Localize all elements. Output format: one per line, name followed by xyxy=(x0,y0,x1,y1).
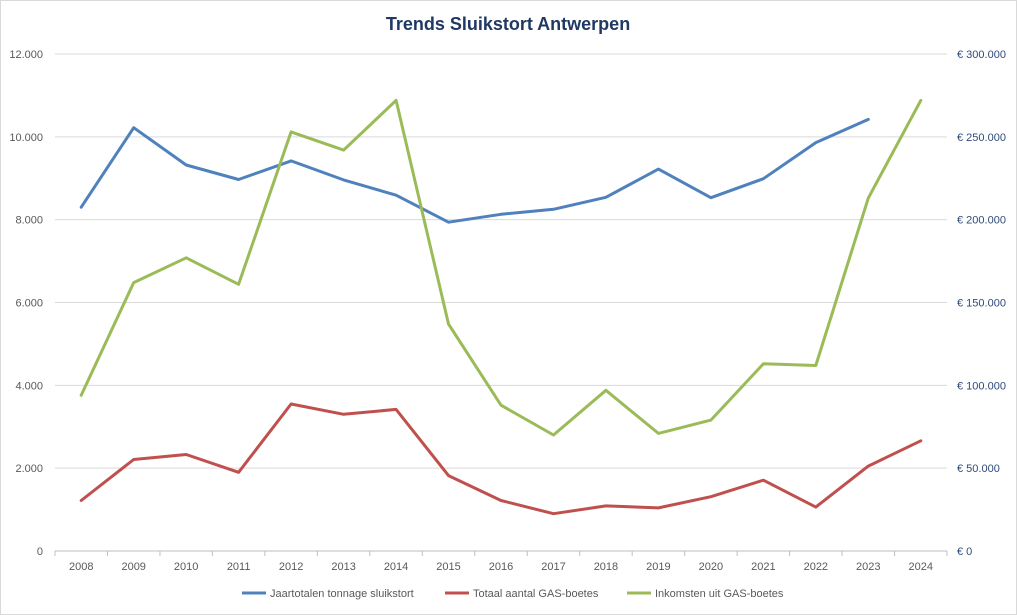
data-point xyxy=(552,208,555,211)
x-tick-label: 2012 xyxy=(279,561,303,573)
data-point xyxy=(657,432,660,435)
data-point xyxy=(814,364,818,367)
y-left-tick-label: 12.000 xyxy=(9,49,43,61)
data-point xyxy=(132,281,135,284)
x-tick-label: 2017 xyxy=(541,561,565,573)
data-point xyxy=(499,499,503,502)
y-right-tick-label: € 0 xyxy=(957,546,972,558)
data-point xyxy=(762,362,765,365)
x-tick-label: 2020 xyxy=(699,561,723,573)
x-tick-label: 2015 xyxy=(436,561,460,573)
data-point xyxy=(709,196,713,199)
data-point xyxy=(342,413,345,416)
chart-title: Trends Sluikstort Antwerpen xyxy=(386,14,630,34)
y-left-tick-label: 10.000 xyxy=(9,132,43,144)
x-tick-label: 2019 xyxy=(646,561,670,573)
data-point xyxy=(342,148,345,152)
data-point xyxy=(604,196,608,199)
data-point xyxy=(919,99,922,102)
x-tick-label: 2022 xyxy=(804,561,828,573)
data-point xyxy=(184,256,188,259)
data-point xyxy=(657,506,660,510)
y-right-tick-label: € 300.000 xyxy=(957,49,1006,61)
y-axis-left: 0 2.000 4.000 6.000 8.000 10.000 12.000 xyxy=(9,49,43,558)
x-tick-label: 2016 xyxy=(489,561,513,573)
data-point xyxy=(132,126,135,129)
y-right-tick-label: € 100.000 xyxy=(957,380,1006,392)
x-tick-label: 2010 xyxy=(174,561,198,573)
data-point xyxy=(867,464,870,468)
data-point xyxy=(237,178,240,181)
data-point xyxy=(394,99,398,102)
data-point xyxy=(132,458,135,461)
data-point xyxy=(604,389,608,392)
y-axis-right: € 0 € 50.000 € 100.000 € 150.000 € 200.000 € … xyxy=(957,49,1006,558)
legend-label: Inkomsten uit GAS-boetes xyxy=(655,588,784,600)
data-point xyxy=(394,408,398,411)
data-point xyxy=(814,141,818,144)
gridlines xyxy=(55,53,947,552)
data-point xyxy=(552,512,555,515)
data-point xyxy=(184,453,188,456)
data-point xyxy=(762,177,765,180)
data-point xyxy=(867,118,870,121)
data-point xyxy=(289,159,293,163)
data-point xyxy=(184,163,188,167)
data-point xyxy=(447,220,450,224)
data-point xyxy=(394,194,398,197)
data-point xyxy=(814,505,818,509)
data-point xyxy=(289,130,293,134)
y-left-tick-label: 4.000 xyxy=(15,380,43,392)
x-tick-label: 2018 xyxy=(594,561,618,573)
y-right-tick-label: € 200.000 xyxy=(957,215,1006,227)
data-point xyxy=(80,394,83,397)
data-point xyxy=(289,402,293,406)
x-tick-label: 2023 xyxy=(856,561,880,573)
y-left-tick-label: 0 xyxy=(37,546,43,558)
data-point xyxy=(762,478,765,482)
data-point xyxy=(499,404,503,407)
y-left-tick-label: 6.000 xyxy=(15,298,43,310)
data-point xyxy=(499,213,503,216)
series-line-1 xyxy=(79,402,923,516)
x-tick-label: 2008 xyxy=(69,561,93,573)
x-tick-label: 2021 xyxy=(751,561,775,573)
y-left-tick-label: 8.000 xyxy=(15,215,43,227)
data-point xyxy=(342,178,345,182)
legend: Jaartotalen tonnage sluikstort Totaal aan… xyxy=(242,588,784,600)
data-point xyxy=(447,474,450,477)
data-point xyxy=(657,167,660,171)
x-tick-label: 2011 xyxy=(227,561,251,573)
y-right-tick-label: € 50.000 xyxy=(957,463,1000,475)
legend-label: Totaal aantal GAS-boetes xyxy=(473,588,599,600)
data-point xyxy=(709,495,713,498)
series-line-2 xyxy=(79,98,923,437)
data-point xyxy=(80,206,83,209)
y-right-tick-label: € 150.000 xyxy=(957,298,1006,310)
y-right-tick-label: € 250.000 xyxy=(957,132,1006,144)
data-point xyxy=(604,504,608,508)
x-axis: 2008 2009 2010 2011 2012 2013 2014 2015 2016 2017… xyxy=(54,550,948,573)
data-point xyxy=(552,433,555,437)
x-tick-label: 2013 xyxy=(331,561,355,573)
data-point xyxy=(237,283,240,286)
x-tick-label: 2014 xyxy=(384,561,408,573)
data-point xyxy=(709,418,713,422)
data-point xyxy=(80,499,83,502)
data-point xyxy=(447,322,450,326)
data-point xyxy=(237,471,240,474)
series-line-0 xyxy=(79,117,870,224)
x-tick-label: 2024 xyxy=(909,561,933,573)
x-tick-label: 2009 xyxy=(121,561,145,573)
series-lines xyxy=(79,98,923,516)
legend-label: Jaartotalen tonnage sluikstort xyxy=(270,588,414,600)
data-point xyxy=(867,196,870,200)
y-left-tick-label: 2.000 xyxy=(15,463,43,475)
data-point xyxy=(919,439,922,443)
